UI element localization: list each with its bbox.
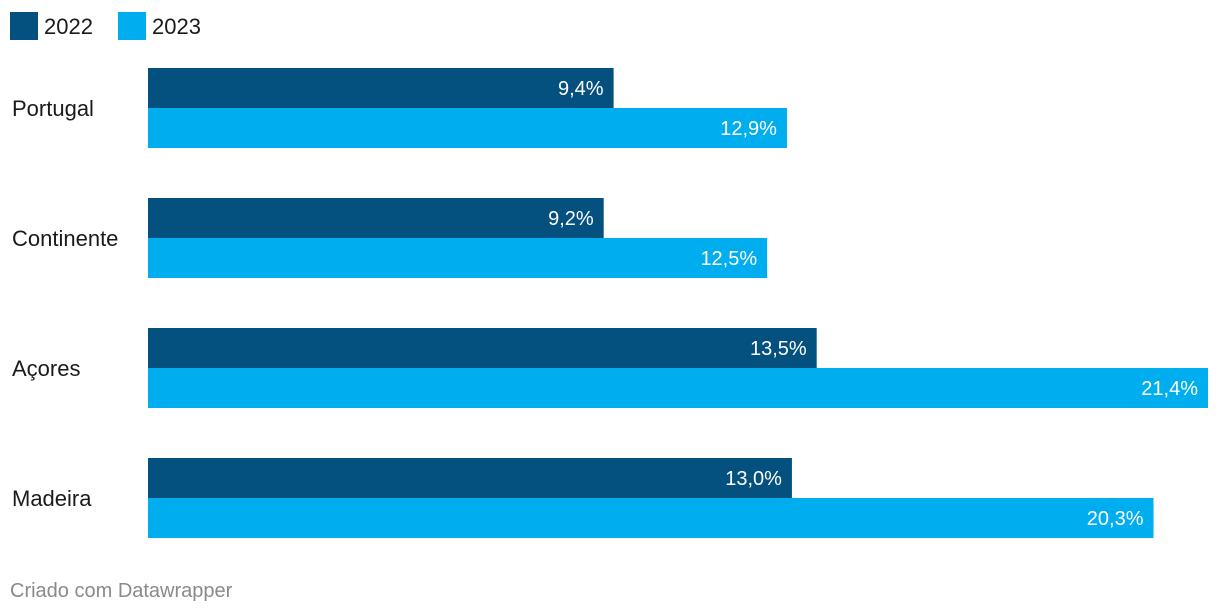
category-labels: Portugal Continente Açores Madeira <box>12 96 118 511</box>
bar-2023-1 <box>148 238 768 278</box>
value-label: 12,5% <box>700 248 757 270</box>
value-labels: 9,4% 12,9% 9,2% 12,5% 13,5% 21,4% 13,0% 20,3% <box>548 78 1198 530</box>
bars <box>148 68 1208 538</box>
bar-2022-1 <box>148 198 604 238</box>
legend-swatch-2022 <box>10 12 38 40</box>
value-label: 12,9% <box>720 118 777 140</box>
bar-2023-2 <box>148 368 1208 408</box>
bar-2022-3 <box>148 458 792 498</box>
bar-2023-3 <box>148 498 1154 538</box>
legend: 2022 2023 <box>10 12 201 40</box>
category-label: Portugal <box>12 96 94 121</box>
legend-label-2023: 2023 <box>152 14 201 39</box>
legend-label-2022: 2022 <box>44 14 93 39</box>
legend-swatch-2023 <box>118 12 146 40</box>
value-label: 13,5% <box>750 338 807 360</box>
value-label: 20,3% <box>1087 508 1144 530</box>
category-label: Madeira <box>12 486 92 511</box>
value-label: 21,4% <box>1141 378 1198 400</box>
value-label: 9,2% <box>548 208 594 230</box>
bar-2023-0 <box>148 108 787 148</box>
category-label: Açores <box>12 356 80 381</box>
value-label: 13,0% <box>725 468 782 490</box>
bar-2022-0 <box>148 68 614 108</box>
category-label: Continente <box>12 226 118 251</box>
footer-credit: Criado com Datawrapper <box>10 580 233 602</box>
value-label: 9,4% <box>558 78 604 100</box>
bar-2022-2 <box>148 328 817 368</box>
